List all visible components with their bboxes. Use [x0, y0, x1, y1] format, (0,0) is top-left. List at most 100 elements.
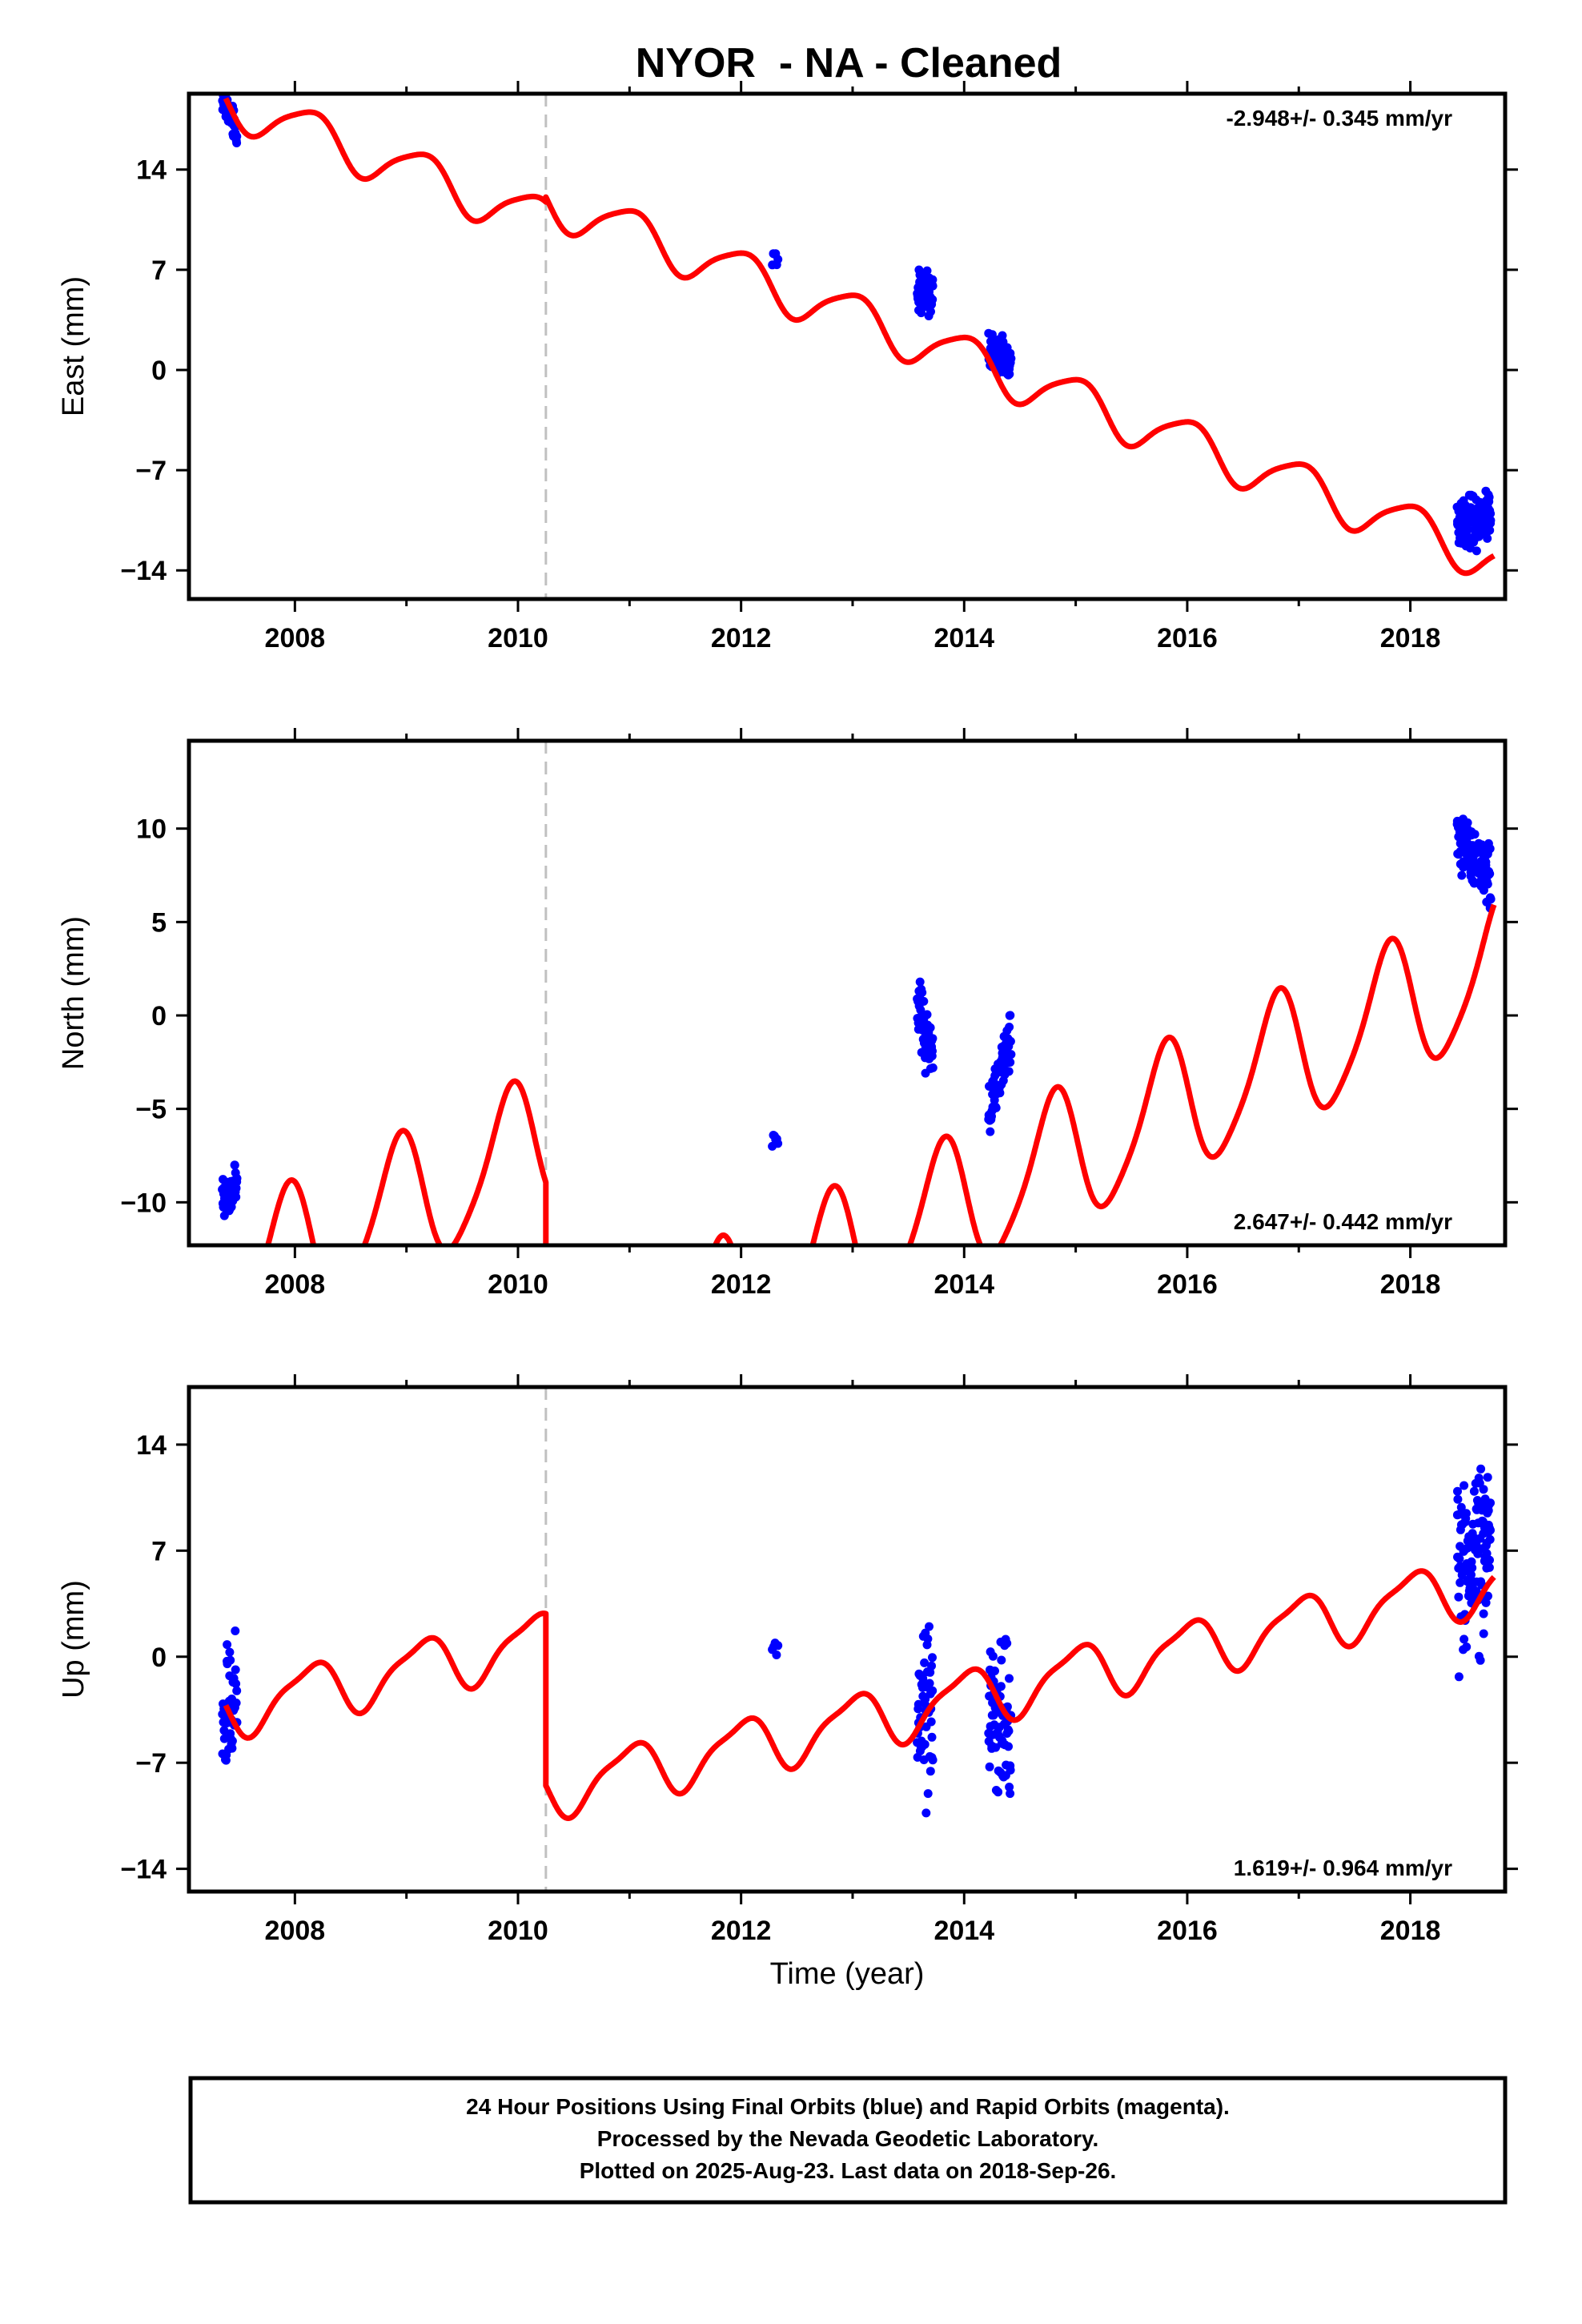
east-panel: 2008 2010 2012 2014 2016 2018 −14 −7 0 7 14 East (m…: [57, 81, 1518, 653]
north-data-point: [928, 1034, 938, 1043]
up-data-point: [1485, 1555, 1494, 1565]
north-data-point: [231, 1192, 241, 1202]
east-y-tick-label: −14: [120, 556, 167, 586]
north-data-point: [1004, 1067, 1014, 1076]
up-data-point: [227, 1743, 237, 1753]
north-data-point: [1005, 1023, 1014, 1031]
up-data-point: [772, 1651, 781, 1659]
up-data-point: [925, 1622, 934, 1631]
east-data-point: [773, 255, 783, 264]
up-data-point: [928, 1653, 937, 1663]
up-data-points: [218, 1464, 1495, 1818]
east-data-point: [987, 330, 997, 340]
footer-line-processed: Processed by the Nevada Geodetic Laborat…: [597, 2126, 1099, 2151]
up-data-point: [1468, 1563, 1477, 1573]
east-data-point: [1006, 354, 1016, 364]
north-data-point: [917, 987, 927, 997]
up-data-point: [227, 1736, 237, 1746]
up-data-point: [231, 1699, 241, 1707]
up-plot-frame: [187, 1385, 1508, 1894]
north-x-tick-label: 2010: [488, 1269, 548, 1300]
up-data-point: [1476, 1655, 1485, 1665]
up-data-point: [990, 1667, 999, 1675]
north-x-tick-label: 2008: [265, 1269, 326, 1300]
north-y-tick-label: −5: [135, 1095, 167, 1125]
north-data-point: [1457, 870, 1467, 880]
east-x-tick-label: 2018: [1380, 623, 1441, 653]
north-data-point: [773, 1139, 783, 1148]
up-x-tick-label: 2018: [1380, 1916, 1441, 1946]
up-data-point: [1455, 1554, 1464, 1563]
up-y-tick-label: −7: [135, 1748, 167, 1779]
up-data-point: [1004, 1742, 1013, 1751]
up-data-point: [926, 1717, 936, 1727]
up-data-point: [1479, 1609, 1488, 1618]
up-data-point: [231, 1626, 240, 1635]
north-panel: 2008 2010 2012 2014 2016 2018 −10 −5 0 5 10 North (…: [57, 728, 1518, 1300]
up-y-axis-label: Up (mm): [57, 1580, 90, 1699]
up-x-tick-label: 2008: [265, 1916, 326, 1946]
north-y-tick-label: 10: [136, 814, 167, 845]
up-data-point: [1454, 1592, 1464, 1602]
north-x-tick-label: 2018: [1380, 1269, 1441, 1300]
north-data-point: [995, 1088, 1005, 1098]
up-y-tick-label: −14: [120, 1855, 167, 1885]
east-data-point: [1472, 546, 1481, 556]
up-data-point: [1469, 1486, 1479, 1496]
east-data-point: [1486, 509, 1496, 518]
north-x-tick-label: 2012: [711, 1269, 772, 1300]
north-data-point: [1006, 1050, 1016, 1059]
up-data-point: [994, 1787, 1003, 1797]
up-data-point: [219, 1734, 229, 1743]
east-plot-frame: [187, 91, 1508, 601]
up-y-tick-label: 14: [136, 1430, 167, 1461]
up-data-point: [1481, 1598, 1491, 1607]
up-rate-label: 1.619+/- 0.964 mm/yr: [1234, 1856, 1452, 1880]
up-data-point: [1486, 1526, 1495, 1535]
east-y-tick-label: 7: [151, 255, 167, 286]
up-data-point: [1454, 1672, 1464, 1682]
north-data-point: [915, 977, 925, 987]
up-data-point: [225, 1647, 235, 1657]
north-y-axis-label: North (mm): [57, 916, 90, 1070]
up-data-point: [928, 1686, 938, 1695]
up-data-point: [1484, 1591, 1492, 1601]
up-data-point: [1484, 1562, 1494, 1572]
north-data-point: [919, 996, 929, 1006]
east-data-point: [1485, 525, 1495, 535]
up-data-point: [985, 1762, 994, 1771]
up-data-point: [1472, 1586, 1481, 1596]
north-data-point: [1006, 1036, 1015, 1046]
up-x-tick-label: 2016: [1157, 1916, 1218, 1946]
up-data-point: [231, 1665, 240, 1675]
up-data-point: [921, 1808, 931, 1818]
up-data-point: [1456, 1578, 1465, 1587]
north-y-tick-label: −10: [120, 1188, 167, 1218]
north-data-point: [232, 1173, 242, 1183]
east-data-point: [928, 281, 938, 291]
north-data-points: [218, 814, 1496, 1220]
east-data-point: [926, 307, 935, 316]
north-data-point: [1463, 818, 1472, 827]
up-data-point: [1002, 1638, 1012, 1648]
east-y-tick-label: 0: [151, 356, 167, 386]
north-model-line: [265, 903, 1497, 1245]
north-data-point: [1470, 830, 1480, 839]
north-data-point: [1485, 869, 1495, 879]
up-data-point: [232, 1686, 242, 1695]
up-data-point: [1006, 1789, 1015, 1799]
north-y-tick-label: 5: [151, 907, 167, 938]
east-model-line: [223, 97, 1496, 577]
north-y-tick-label: 0: [151, 1001, 167, 1031]
up-panel: 2008 2010 2012 2014 2016 2018 −14 −7 0 7 14 Up (mm)…: [57, 1374, 1518, 1991]
east-data-point: [922, 266, 932, 275]
north-data-point: [1486, 895, 1496, 904]
up-data-point: [927, 1732, 937, 1742]
north-data-point: [1485, 844, 1495, 854]
north-data-point: [922, 1010, 932, 1019]
up-data-point: [1460, 1634, 1469, 1644]
up-data-point: [1006, 1765, 1015, 1775]
up-y-tick-label: 0: [151, 1642, 167, 1673]
footer-box: 24 Hour Positions Using Final Orbits (bl…: [188, 2076, 1508, 2205]
north-data-point: [926, 1023, 935, 1032]
